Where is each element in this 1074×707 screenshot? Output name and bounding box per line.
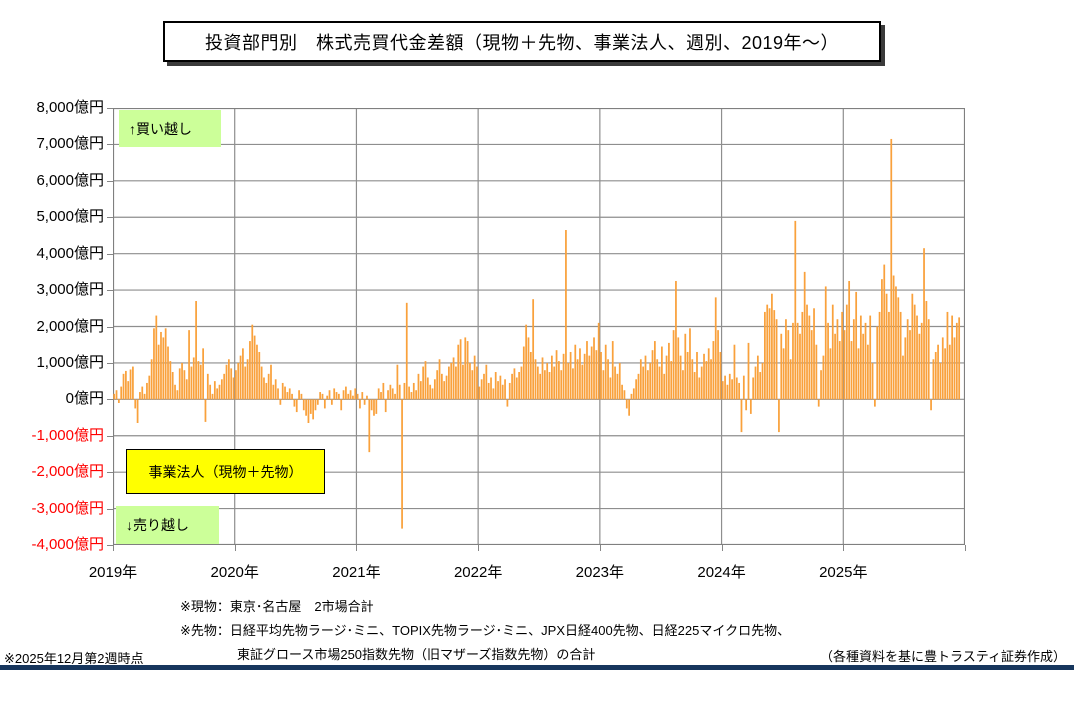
y-axis-tick: [107, 326, 113, 328]
credit-note: （各種資料を基に豊トラスティ証券作成）: [820, 649, 1066, 664]
y-axis-label: 2,000億円: [36, 317, 104, 335]
bottom-rule: [0, 665, 1074, 670]
chart-title-box: 投資部門別 株式売買代金差額（現物＋先物、事業法人、週別、2019年～）: [163, 21, 881, 62]
footnote-futures-2: 東証グロース市場250指数先物（旧マザーズ指数先物）の合計: [237, 647, 596, 662]
buy-annotation-label: ↑買い越し: [129, 120, 192, 137]
x-axis-tick: [965, 545, 966, 551]
y-axis-label: 0億円: [65, 390, 104, 408]
y-axis-label: 3,000億円: [36, 281, 104, 299]
chart-plot-area: [113, 108, 965, 545]
y-axis-tick: [107, 399, 113, 401]
x-axis-tick: [478, 545, 480, 551]
x-axis-tick: [113, 545, 114, 551]
buy-annotation-box: ↑買い越し: [119, 110, 221, 147]
y-axis-tick: [107, 253, 113, 255]
y-axis-label: -2,000億円: [31, 463, 104, 481]
y-axis-label: -3,000億円: [31, 499, 104, 517]
bars-svg: [113, 108, 965, 545]
y-axis-tick: [107, 508, 113, 510]
y-axis-label: 6,000億円: [36, 171, 104, 189]
x-axis-label: 2023年: [575, 564, 625, 581]
sell-annotation-label: ↓売り越し: [126, 517, 189, 533]
x-axis-label: 2020年: [210, 564, 259, 581]
y-axis-label: 5,000億円: [36, 208, 104, 226]
x-axis-label: 2024年: [697, 564, 746, 581]
y-axis-tick: [107, 362, 113, 364]
y-axis-tick: [107, 144, 113, 146]
series-label: 事業法人（現物＋先物）: [148, 463, 303, 480]
x-axis-label: 2019年: [88, 564, 138, 581]
y-axis-label: 8,000億円: [36, 99, 104, 116]
y-axis-label: 7,000億円: [36, 135, 104, 153]
y-axis-label: -1,000億円: [31, 426, 104, 444]
as-of-note: ※2025年12月第2週時点: [4, 651, 144, 666]
y-axis-tick: [107, 108, 113, 109]
x-axis-label: 2025年: [819, 564, 868, 581]
x-axis-tick: [599, 545, 601, 551]
chart-title: 投資部門別 株式売買代金差額（現物＋先物、事業法人、週別、2019年～）: [204, 32, 840, 53]
x-axis-tick: [234, 545, 236, 551]
x-axis-label: 2022年: [453, 564, 503, 581]
y-axis-tick: [107, 545, 113, 546]
y-axis-label: 4,000億円: [36, 244, 104, 262]
x-axis-label: 2021年: [332, 564, 381, 581]
footnote-futures: ※先物：日経平均先物ラージ･ミニ、TOPIX先物ラージ･ミニ、JPX日経400先…: [180, 623, 791, 638]
y-axis-tick: [107, 217, 113, 219]
series-label-box: 事業法人（現物＋先物）: [126, 449, 325, 494]
y-axis-tick: [107, 290, 113, 292]
x-axis-tick: [721, 545, 723, 551]
footnote-spot: ※現物：東京･名古屋 2市場合計: [180, 599, 374, 614]
y-axis-tick: [107, 472, 113, 474]
sell-annotation-box: ↓売り越し: [116, 506, 219, 544]
y-axis-tick: [107, 180, 113, 182]
y-axis-label: 1,000億円: [36, 353, 104, 371]
x-axis-tick: [843, 545, 845, 551]
y-axis-tick: [107, 435, 113, 437]
x-axis-tick: [356, 545, 358, 551]
y-axis-label: -4,000億円: [31, 536, 104, 553]
